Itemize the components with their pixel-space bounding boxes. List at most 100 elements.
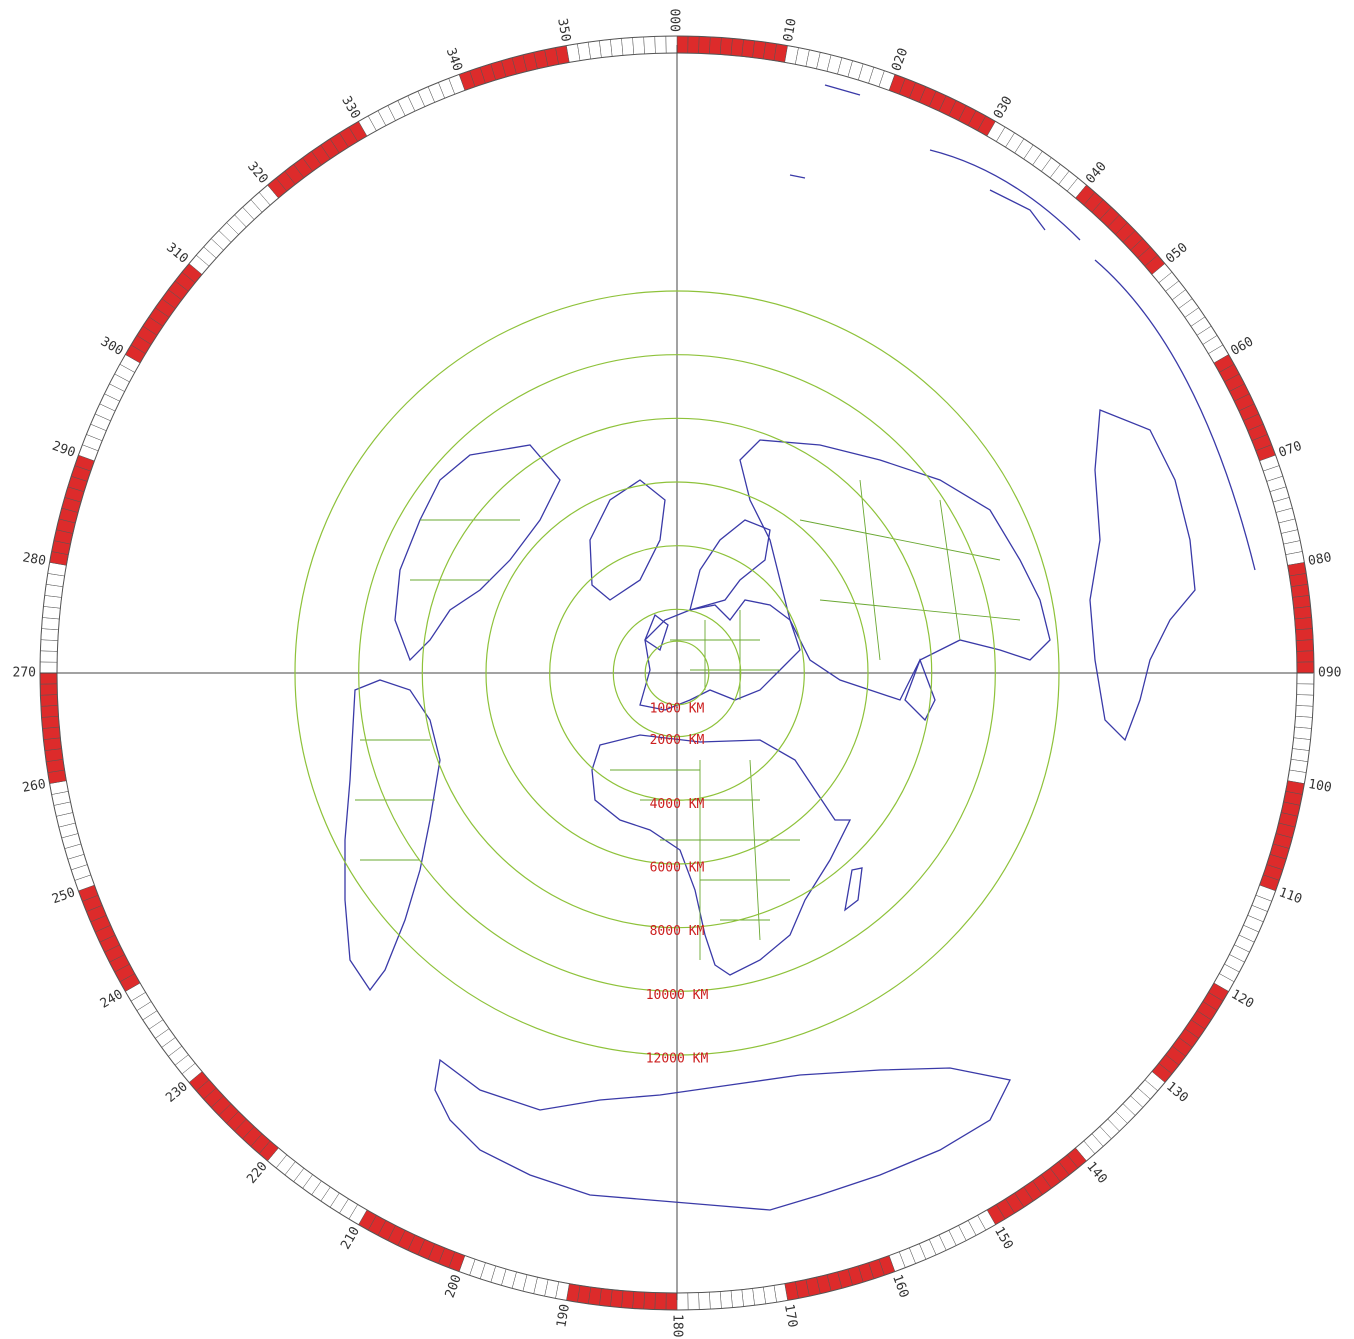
bearing-label: 120: [1228, 987, 1256, 1012]
bearing-cell: [1293, 726, 1312, 740]
bearing-cell: [40, 639, 59, 652]
south-asia-outline: [904, 658, 936, 722]
bearing-cell: [40, 705, 59, 718]
bearing-cell: [1290, 584, 1310, 598]
range-label: 8000 KM: [650, 924, 705, 939]
antarctica-outline: [434, 1058, 1011, 1211]
bearing-cell: [1292, 595, 1311, 609]
border-lines-asia: [799, 479, 1021, 661]
bearing-cell: [698, 1291, 711, 1310]
range-ring: [612, 608, 742, 738]
range-label: 10000 KM: [646, 988, 709, 1003]
bearing-label: 220: [244, 1159, 271, 1187]
bearing-cell: [43, 737, 62, 751]
bearing-cell: [1295, 694, 1314, 707]
bearing-cell: [42, 726, 61, 740]
bearing-label: 190: [554, 1303, 573, 1329]
bearing-cell: [676, 1292, 689, 1311]
bearing-label: 080: [1307, 550, 1333, 569]
bearing-label: 030: [991, 94, 1016, 122]
greenland-outline: [589, 479, 666, 601]
bearing-label: 350: [554, 17, 573, 43]
bearing-label: 100: [1307, 777, 1333, 796]
bearing-label: 210: [338, 1224, 363, 1252]
bearing-cell: [1295, 705, 1314, 718]
bearing-label: 110: [1277, 885, 1304, 907]
range-label: 4000 KM: [650, 797, 705, 812]
landmasses: [344, 84, 1256, 1211]
bearing-cell: [621, 37, 635, 56]
bearing-ring: [39, 35, 1315, 1311]
bearing-cell: [588, 40, 602, 60]
bearing-label: 020: [889, 46, 911, 73]
range-label: 1000 KM: [650, 701, 705, 716]
british-isles-outline: [644, 613, 669, 652]
bearing-label: 280: [21, 550, 47, 569]
bearing-label: 050: [1163, 240, 1191, 267]
range-label: 2000 KM: [650, 733, 705, 748]
bearing-label: 200: [443, 1273, 465, 1300]
outer-coast-fragment-1: [929, 149, 1081, 241]
range-ring: [549, 545, 805, 801]
bearing-label: 090: [1318, 666, 1341, 681]
bearing-cell: [709, 1291, 722, 1310]
bearing-cell: [676, 35, 689, 54]
bearing-cell: [643, 36, 656, 55]
bearing-label: 320: [244, 159, 271, 187]
bearing-cell: [1295, 628, 1314, 641]
bearing-label: 160: [889, 1273, 911, 1300]
bearing-cell: [709, 36, 722, 55]
asia-outline: [739, 439, 1051, 701]
bearing-cell: [1294, 715, 1313, 729]
bearing-cell: [1296, 661, 1315, 674]
range-ring: [294, 290, 1060, 1056]
bearing-cell: [621, 1290, 635, 1309]
bearing-cell: [687, 35, 700, 54]
border-lines-americas: [355, 519, 520, 861]
bearing-cell: [44, 748, 64, 762]
bearing-cell: [632, 36, 645, 55]
bearing-cell: [39, 672, 58, 685]
scandinavia-outline: [689, 519, 771, 611]
bearing-label: 150: [991, 1224, 1016, 1252]
bearing-cell: [643, 1291, 656, 1310]
bearing-cell: [730, 38, 744, 57]
bearing-cell: [752, 1286, 766, 1306]
range-label: 12000 KM: [646, 1052, 709, 1067]
australia-outline: [1089, 409, 1196, 742]
range-ring: [421, 417, 933, 929]
outer-coast-fragment-3: [989, 189, 1046, 231]
bearing-label: 330: [338, 94, 363, 122]
madagascar-outline: [844, 867, 863, 912]
bearing-label: 140: [1083, 1159, 1110, 1187]
bearing-cell: [654, 1292, 667, 1311]
range-labels: 1000 KM 2000 KM 4000 KM 6000 KM 8000 KM 10000…: [646, 701, 709, 1066]
outer-coast-fragment-2: [1094, 259, 1256, 571]
bearing-cell: [1293, 606, 1312, 620]
bearing-cell: [42, 606, 61, 620]
bearing-cell: [654, 35, 667, 54]
border-lines-africa: [610, 759, 800, 960]
bearing-label: 130: [1163, 1079, 1191, 1106]
bearing-label: 070: [1277, 439, 1304, 461]
bearing-cell: [39, 683, 58, 696]
africa-outline: [591, 734, 852, 976]
range-label: 6000 KM: [650, 861, 705, 876]
bearing-cell: [1296, 672, 1315, 685]
bearing-label: 010: [781, 17, 800, 43]
bearing-label: 260: [21, 777, 47, 796]
border-lines-europe: [670, 610, 780, 700]
bearing-label: 000: [670, 9, 685, 32]
country-borders: [355, 479, 1021, 960]
bearing-label: 300: [98, 334, 126, 359]
range-ring: [358, 354, 996, 992]
bearing-label: 180: [670, 1314, 685, 1337]
bearing-cell: [665, 35, 678, 54]
bearing-cell: [719, 1290, 733, 1309]
bearing-label: 170: [781, 1303, 800, 1329]
bearing-cell: [741, 1288, 755, 1307]
range-rings: [294, 290, 1060, 1056]
bearing-cell: [599, 39, 613, 58]
bearing-cell: [610, 38, 624, 57]
